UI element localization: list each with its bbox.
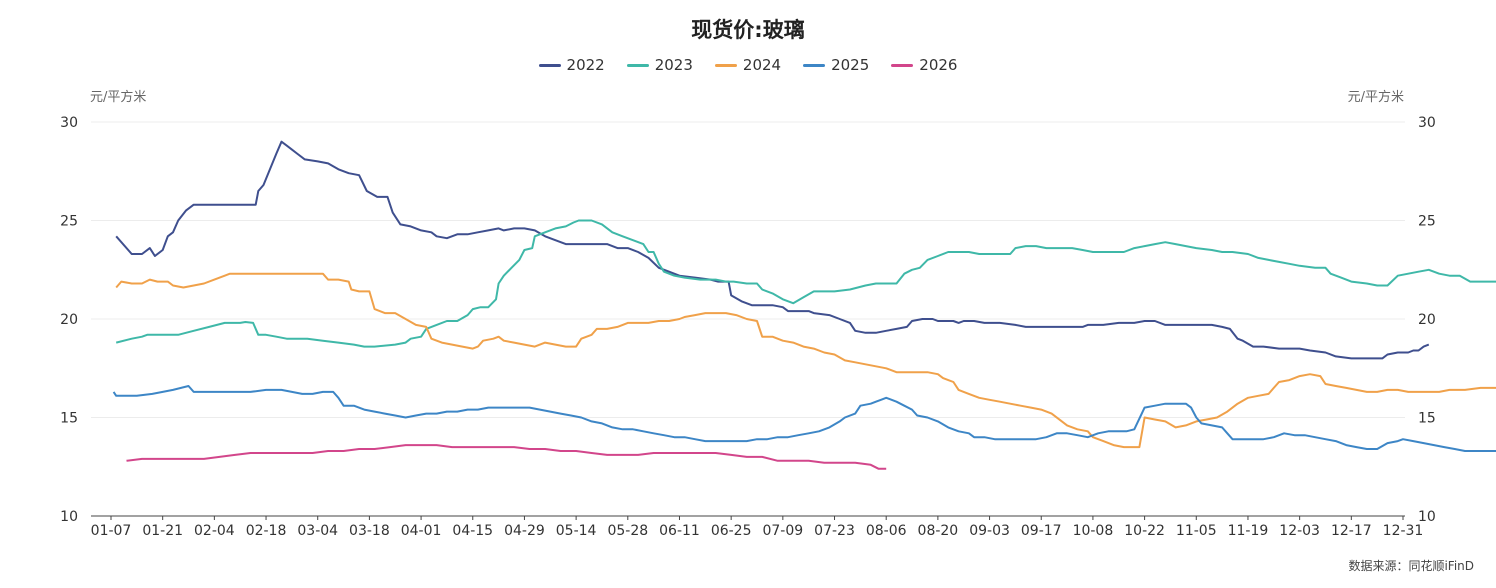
y-tick-label-left: 15 bbox=[60, 411, 78, 427]
legend-swatch bbox=[626, 63, 649, 67]
x-tick-label: 01-21 bbox=[142, 523, 183, 539]
x-tick-label: 12-17 bbox=[1331, 523, 1372, 539]
legend-item-2025[interactable]: 2025 bbox=[803, 56, 869, 74]
y-tick-label-left: 20 bbox=[60, 312, 78, 328]
x-tick-label: 04-15 bbox=[452, 523, 493, 539]
legend-label: 2022 bbox=[566, 56, 605, 74]
y-tick-label-right: 25 bbox=[1418, 214, 1436, 230]
x-tick-label: 07-09 bbox=[762, 523, 803, 539]
x-tick-label: 06-11 bbox=[659, 523, 700, 539]
series-line-2022 bbox=[115, 140, 1430, 360]
legend-label: 2025 bbox=[831, 56, 870, 74]
x-tick-label: 10-08 bbox=[1073, 523, 1114, 539]
legend-item-2022[interactable]: 2022 bbox=[538, 56, 605, 74]
x-tick-label: 02-04 bbox=[194, 523, 235, 539]
legend-item-2026[interactable]: 2026 bbox=[891, 56, 957, 74]
legend-label: 2023 bbox=[654, 56, 693, 74]
data-source-note: 数据来源：同花顺iFinD bbox=[1348, 559, 1474, 573]
legend-swatch bbox=[538, 63, 561, 67]
x-tick-label: 05-14 bbox=[556, 523, 597, 539]
x-tick-label: 08-20 bbox=[918, 523, 959, 539]
y-tick-label-right: 30 bbox=[1418, 115, 1436, 131]
series-line-2025 bbox=[112, 385, 1496, 453]
y-tick-label-right: 15 bbox=[1418, 411, 1436, 427]
series-line-2024 bbox=[115, 272, 1496, 449]
y-axis-unit-right: 元/平方米 bbox=[1347, 90, 1404, 105]
series-line-2026 bbox=[126, 444, 887, 470]
legend-item-2024[interactable]: 2024 bbox=[714, 56, 782, 74]
x-tick-label: 03-18 bbox=[349, 523, 390, 539]
x-tick-label: 01-07 bbox=[91, 523, 132, 539]
x-tick-label: 04-01 bbox=[401, 523, 442, 539]
x-tick-label: 12-31 bbox=[1383, 523, 1424, 539]
legend-swatch bbox=[891, 63, 914, 67]
legend-label: 2026 bbox=[919, 56, 958, 74]
chart-title: 现货价:玻璃 bbox=[691, 18, 805, 42]
y-tick-label-right: 10 bbox=[1418, 509, 1436, 525]
x-tick-label: 05-28 bbox=[607, 523, 648, 539]
x-tick-label: 09-03 bbox=[969, 523, 1010, 539]
y-tick-label-left: 30 bbox=[60, 115, 78, 131]
y-tick-label-left: 10 bbox=[60, 509, 78, 525]
x-tick-label: 02-18 bbox=[246, 523, 287, 539]
chart-legend: 2022 2023 2024 2025 2026 bbox=[0, 56, 1496, 74]
x-tick-label: 11-05 bbox=[1176, 523, 1217, 539]
series-line-2023 bbox=[115, 219, 1496, 348]
legend-item-2023[interactable]: 2023 bbox=[626, 56, 693, 74]
y-tick-label-left: 25 bbox=[60, 214, 78, 230]
x-tick-label: 07-23 bbox=[814, 523, 855, 539]
legend-label: 2024 bbox=[742, 56, 782, 74]
x-tick-label: 08-06 bbox=[866, 523, 907, 539]
y-axis-unit-left: 元/平方米 bbox=[90, 90, 147, 105]
legend-swatch bbox=[714, 63, 737, 67]
x-tick-label: 09-17 bbox=[1021, 523, 1062, 539]
x-tick-label: 04-29 bbox=[504, 523, 545, 539]
y-tick-label-right: 20 bbox=[1418, 312, 1436, 328]
x-tick-label: 06-25 bbox=[711, 523, 752, 539]
x-tick-label: 11-19 bbox=[1228, 523, 1269, 539]
x-tick-label: 12-03 bbox=[1279, 523, 1320, 539]
x-tick-label: 10-22 bbox=[1124, 523, 1165, 539]
legend-swatch bbox=[803, 63, 826, 67]
x-tick-label: 03-04 bbox=[297, 523, 338, 539]
